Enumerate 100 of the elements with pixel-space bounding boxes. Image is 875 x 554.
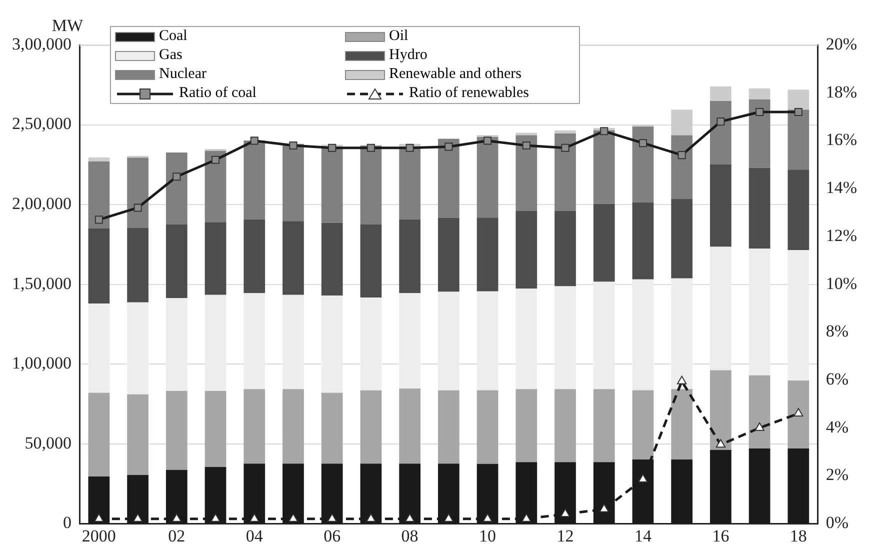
x-tick-label: 08 <box>401 526 418 546</box>
bar <box>788 380 810 448</box>
bar <box>671 198 693 278</box>
point <box>210 513 220 522</box>
bar <box>748 99 770 168</box>
point <box>794 408 804 417</box>
bar <box>788 170 810 250</box>
legend-label: Gas <box>159 46 182 65</box>
bar <box>399 293 420 388</box>
bar <box>788 90 810 110</box>
y2-tick-label: 20% <box>826 34 858 54</box>
x-tick-label: 06 <box>324 526 341 546</box>
bar <box>593 130 615 204</box>
bar <box>554 210 576 286</box>
y-tick-label: 50,000 <box>24 433 72 452</box>
y2-tick-label: 2% <box>826 465 849 484</box>
point <box>677 376 687 384</box>
bar <box>127 228 148 302</box>
bar <box>166 152 188 224</box>
point <box>172 513 182 522</box>
bar <box>788 110 810 170</box>
legend-label: Ratio of renewables <box>409 84 529 103</box>
bar <box>127 158 148 228</box>
point <box>444 513 454 522</box>
bar <box>554 286 576 390</box>
y-tick-label: 1,00,000 <box>12 354 72 373</box>
y2-tick-label: 18% <box>826 82 858 102</box>
point <box>638 474 648 482</box>
point <box>289 141 298 150</box>
legend-label: Nuclear <box>159 65 206 84</box>
point <box>132 513 143 522</box>
y2-tick-label: 14% <box>826 178 858 198</box>
point <box>444 142 453 151</box>
point <box>211 156 220 164</box>
y2-tick-label: 0% <box>826 513 849 532</box>
y2-tick-label: 8% <box>826 322 849 341</box>
bar <box>399 388 420 464</box>
bar <box>516 389 538 462</box>
point <box>250 513 260 522</box>
legend-label: Oil <box>389 27 408 46</box>
bar <box>88 228 110 304</box>
point <box>94 513 104 522</box>
y-tick-label: 2,00,000 <box>12 194 72 213</box>
bar <box>88 161 110 228</box>
point <box>327 513 337 522</box>
bar <box>516 288 538 390</box>
bar <box>360 298 382 390</box>
legend-label: Hydro <box>389 46 428 65</box>
bar <box>632 390 654 460</box>
bar <box>788 250 810 380</box>
bar <box>593 204 615 282</box>
x-tick-label: 18 <box>790 526 807 546</box>
y2-tick-label: 10% <box>826 274 858 293</box>
bar <box>282 389 304 464</box>
point <box>406 144 414 152</box>
y-tick-label: 3,00,000 <box>12 34 72 54</box>
bar <box>671 278 693 390</box>
y-tick-label: 0 <box>63 513 72 532</box>
bar <box>321 146 343 223</box>
bar <box>244 293 266 390</box>
bar <box>88 303 110 393</box>
y2-tick-label: 6% <box>826 369 849 388</box>
bar <box>244 140 266 220</box>
bar <box>438 390 460 464</box>
point <box>561 144 570 152</box>
point <box>328 144 336 152</box>
bar <box>360 146 382 224</box>
bar <box>554 389 576 462</box>
bar <box>204 222 226 295</box>
bar <box>710 246 732 370</box>
bar <box>748 375 770 448</box>
y2-tick-label: 12% <box>826 226 858 245</box>
bar <box>671 389 693 460</box>
bar <box>554 134 576 211</box>
x-tick-label: 2000 <box>82 526 116 546</box>
point <box>678 151 686 160</box>
bar <box>204 390 226 467</box>
bar <box>710 100 732 164</box>
point <box>599 504 609 512</box>
x-tick-label: 16 <box>712 526 730 546</box>
point <box>560 508 570 518</box>
point <box>366 513 376 522</box>
x-tick-label: 04 <box>246 526 264 546</box>
bar <box>282 221 304 295</box>
bar <box>127 394 148 475</box>
x-tick-label: 10 <box>479 526 496 546</box>
point <box>482 513 492 522</box>
bar <box>399 146 420 220</box>
point <box>522 513 532 522</box>
bar <box>710 86 732 101</box>
bar <box>204 150 226 222</box>
y-tick-label: 1,50,000 <box>12 274 72 293</box>
point <box>794 108 802 116</box>
bar <box>632 202 654 280</box>
bar <box>671 110 693 136</box>
legend-label: Coal <box>159 27 188 46</box>
y2-tick-label: 16% <box>826 130 858 150</box>
bar <box>88 157 110 162</box>
bar <box>632 126 654 202</box>
bar <box>127 302 148 394</box>
